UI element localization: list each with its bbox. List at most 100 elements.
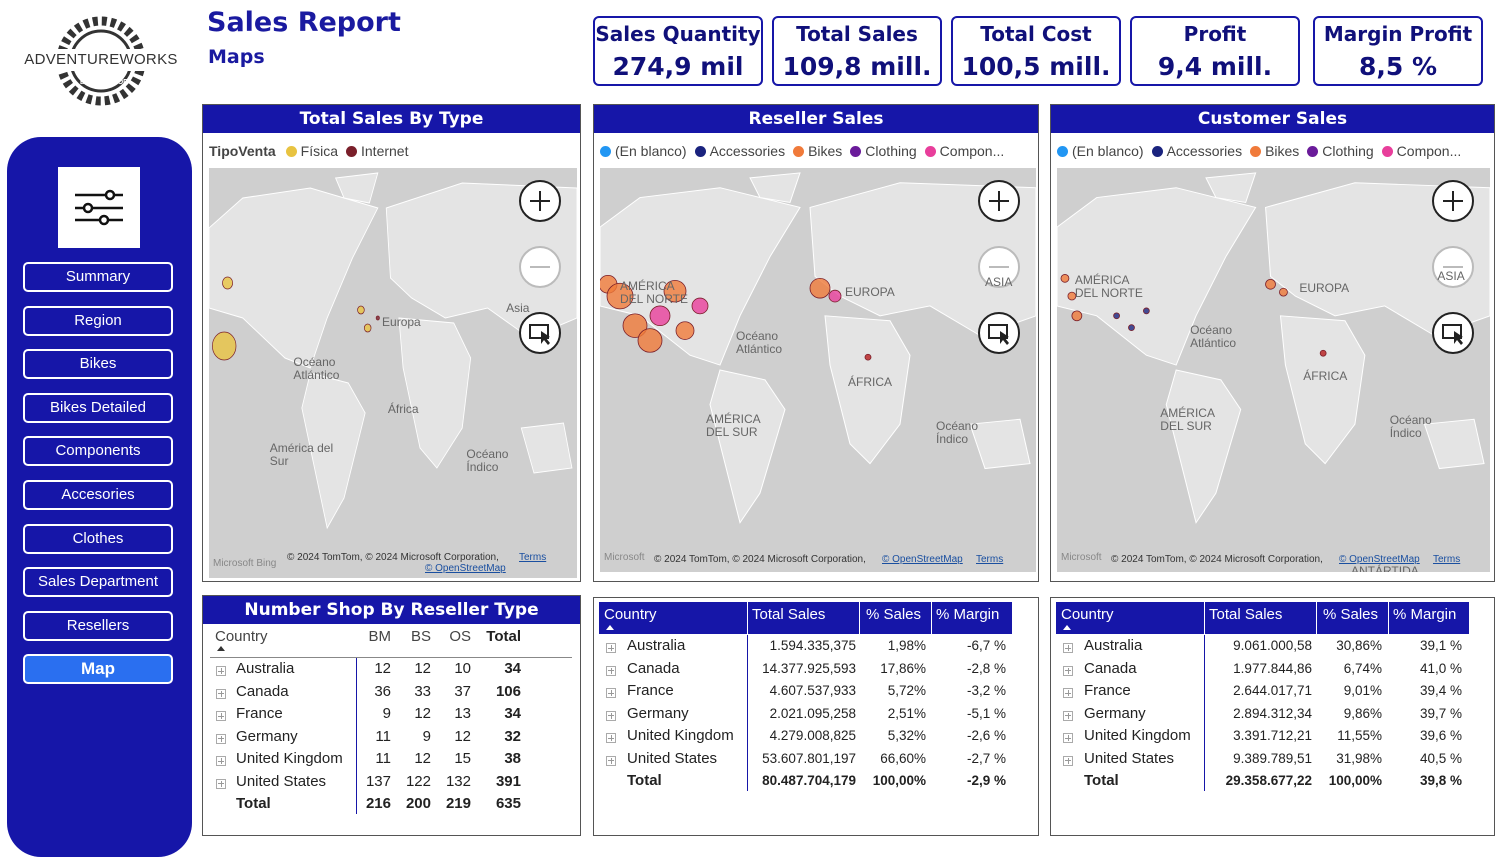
expand-icon[interactable]: [216, 756, 226, 766]
nav-button[interactable]: Components: [23, 436, 173, 467]
table-cell: 219: [445, 795, 471, 812]
filter-button[interactable]: [58, 167, 140, 248]
table-cell: 9,01%: [1343, 683, 1382, 698]
nav-button[interactable]: Bikes: [23, 349, 173, 380]
expand-icon[interactable]: [606, 710, 616, 721]
map-bubble: [637, 328, 663, 353]
continent: [1057, 187, 1257, 366]
expand-icon[interactable]: [216, 711, 226, 721]
row-header: Canada: [627, 659, 680, 677]
map-bubble: [357, 305, 365, 315]
table-cell: 137: [365, 772, 391, 790]
expand-icon[interactable]: [1063, 733, 1073, 743]
table-cell: 9: [422, 727, 431, 745]
map-bubble: [675, 321, 695, 340]
nav-button[interactable]: Sales Department: [23, 567, 173, 598]
kpi-card: Total Sales 109,8 mill.: [772, 16, 942, 86]
nav-button[interactable]: Summary: [23, 262, 173, 292]
nav-button[interactable]: Region: [23, 305, 173, 336]
nav-button[interactable]: Map: [23, 654, 173, 685]
credit-text: © 2024 TomTom, © 2024 Microsoft Corporat…: [1111, 554, 1323, 565]
table-cell: 11,55%: [1337, 728, 1382, 743]
map-control[interactable]: [519, 180, 561, 222]
legend-dot: [1381, 145, 1393, 157]
table-cell: 100,00%: [872, 773, 926, 788]
expand-icon[interactable]: [1063, 710, 1073, 721]
logo-tag: SHOP: [108, 79, 128, 86]
map-bubble: [1265, 278, 1276, 290]
map-title: Total Sales By Type: [203, 105, 580, 133]
table-cell: 11: [375, 750, 391, 767]
legend-dot: [694, 145, 706, 157]
nav-button[interactable]: Clothes: [23, 523, 173, 554]
legend-dot: [924, 145, 936, 157]
table-cell: 216: [365, 795, 391, 812]
column-header: Country: [1061, 606, 1114, 623]
expand-icon[interactable]: [1063, 688, 1073, 698]
continent: [520, 422, 573, 474]
legend-entry: Compon...: [1396, 143, 1462, 159]
row-header: United States: [236, 772, 327, 790]
expand-icon[interactable]: [216, 778, 226, 789]
legend-entry: Bikes: [808, 143, 843, 159]
table-cell: 1.977.844,86: [1233, 660, 1312, 676]
icon-rect: [1442, 324, 1462, 339]
expand-icon[interactable]: [1063, 755, 1073, 766]
expand-icon[interactable]: [606, 643, 616, 653]
nav-button[interactable]: Accesories: [23, 480, 173, 510]
expand-icon[interactable]: [1063, 665, 1073, 676]
map-land: [600, 172, 1036, 524]
expand-icon[interactable]: [1063, 643, 1073, 653]
expand-icon[interactable]: [606, 733, 616, 743]
credit-brand: Microsoft: [1061, 552, 1102, 563]
table-cell: 36: [374, 682, 391, 700]
map-control[interactable]: [978, 246, 1020, 288]
map-control[interactable]: [519, 246, 561, 288]
map-control[interactable]: [1432, 180, 1474, 222]
table-cell: 5,32%: [887, 728, 926, 743]
map-bubble: [828, 289, 842, 303]
legend-dot: [1250, 145, 1262, 157]
kpi-card: Total Cost 100,5 mill.: [951, 16, 1121, 86]
credit-link: Terms: [519, 552, 547, 563]
table-title: Number Shop By Reseller Type: [203, 596, 580, 624]
table-cell: 41,0 %: [1419, 660, 1462, 676]
header-separator: [1388, 602, 1389, 634]
expand-icon[interactable]: [216, 666, 226, 676]
table-cell: 1.594.335,375: [769, 638, 856, 653]
map-bubble: [212, 331, 237, 361]
sidebar: Summary Region Bikes Bikes Detailed Componen…: [7, 137, 192, 857]
expand-icon[interactable]: [216, 733, 226, 744]
continent: [209, 187, 379, 369]
nav-button[interactable]: Resellers: [23, 610, 173, 641]
row-header: France: [1084, 682, 1131, 699]
slider-knob: [82, 202, 94, 214]
kpi-label: Total Sales: [796, 22, 918, 46]
column-header: % Margin: [1393, 606, 1457, 623]
icon-cursor: [1000, 331, 1009, 345]
column-header: % Margin: [936, 606, 1000, 623]
expand-icon[interactable]: [216, 688, 226, 699]
nav-button[interactable]: Bikes Detailed: [23, 392, 173, 423]
legend-dot: [285, 145, 297, 157]
logo-band: [20, 49, 182, 71]
expand-icon[interactable]: [606, 755, 616, 766]
table-cell: 391: [495, 772, 521, 790]
map-control[interactable]: [1432, 246, 1474, 288]
map-control[interactable]: [978, 312, 1020, 354]
row-header: France: [627, 682, 674, 699]
expand-icon[interactable]: [606, 688, 616, 698]
kpi-label: Margin Profit: [1323, 22, 1473, 46]
table-cell: 29.358.677,22: [1225, 773, 1312, 788]
map-control[interactable]: [519, 312, 561, 354]
table-cell: 39,8 %: [1419, 773, 1462, 788]
table-cell: 12: [454, 727, 471, 745]
map-control[interactable]: [1432, 312, 1474, 354]
expand-icon[interactable]: [606, 665, 616, 676]
map-control[interactable]: [978, 180, 1020, 222]
table-cell: 31,98%: [1336, 750, 1382, 766]
map-label: ANTÁRTIDA: [1350, 564, 1419, 572]
map-label: Océano Atlántico: [736, 328, 783, 356]
logo-tag: BIKE: [80, 79, 97, 86]
continent: [1265, 182, 1490, 337]
